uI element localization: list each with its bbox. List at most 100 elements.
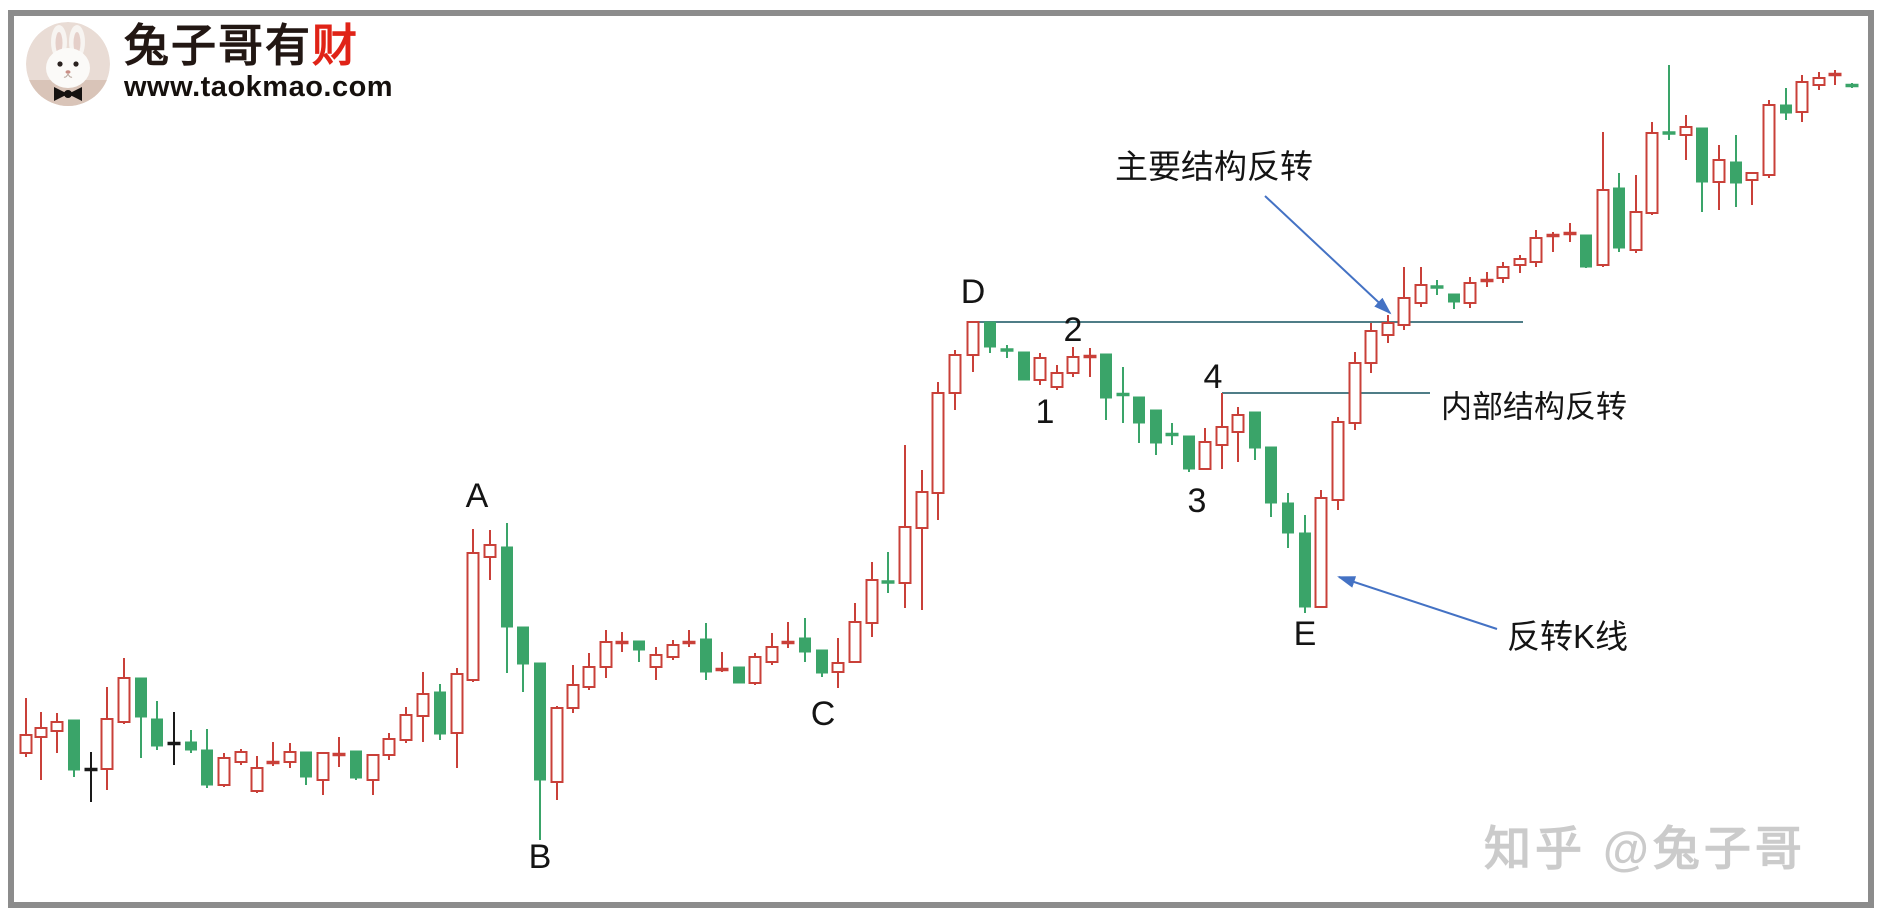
candle-body-bullish	[865, 579, 879, 624]
candle-body-bullish	[1381, 322, 1395, 336]
candle-body-bullish	[550, 707, 564, 783]
chart-marker-label: D	[961, 273, 986, 311]
candle-body-bullish	[34, 727, 48, 738]
candle-body-bullish	[748, 656, 762, 684]
candle-body-bearish	[68, 719, 80, 771]
chart-marker-label: 1	[1036, 393, 1055, 431]
candle-body-bullish	[50, 721, 64, 732]
logo-url: www.taokmao.com	[124, 71, 394, 104]
chart-marker-label: A	[466, 477, 489, 515]
chart-marker-label: B	[529, 838, 552, 876]
candle-body-bearish	[1100, 353, 1112, 399]
candle-body-bearish	[1265, 446, 1277, 504]
candle-body-bullish	[1513, 258, 1527, 266]
candle-body-bearish	[816, 649, 828, 674]
candle-body-bullish	[1463, 282, 1477, 304]
rabbit-avatar-image	[26, 22, 110, 106]
candle-body-bullish	[366, 754, 380, 781]
candle-body-bearish	[1249, 411, 1261, 449]
candle-body-bearish	[1613, 187, 1625, 249]
candle-body-bearish	[1150, 409, 1162, 444]
candle-body-bullish	[117, 677, 131, 723]
candle-body-bearish	[1018, 351, 1030, 381]
chart-marker-label: C	[811, 695, 836, 733]
chart-marker-label: 3	[1188, 482, 1207, 520]
candle-body-bearish	[135, 677, 147, 718]
candle-body-bullish	[649, 654, 663, 668]
candle-body-bearish	[185, 741, 197, 751]
candle-body-bearish	[1183, 435, 1195, 470]
candle-body-bullish	[1231, 414, 1245, 433]
candle-body-bearish	[300, 751, 312, 778]
candle-body-bearish	[1282, 502, 1294, 534]
candle-body-bullish	[966, 321, 980, 356]
candle-body-bullish	[1795, 81, 1809, 113]
candle-body-bullish	[316, 752, 330, 781]
candle-body-bullish	[19, 734, 33, 754]
candle-body-bullish	[1050, 372, 1064, 388]
candle-body-bearish	[984, 321, 996, 348]
candle-body-bearish	[1696, 127, 1708, 183]
candle-body-bullish	[566, 684, 580, 709]
candle-body-bearish	[501, 546, 513, 628]
candle-body-bullish	[1745, 172, 1759, 181]
candle-body-bullish	[1364, 330, 1378, 364]
candle-body-bullish	[1198, 441, 1212, 470]
candle-body-bullish	[283, 751, 297, 763]
candle-body-bullish	[1629, 211, 1643, 251]
candle-body-bearish	[534, 662, 546, 781]
candle-body-bearish	[1580, 234, 1592, 268]
candle-body-bearish	[1448, 293, 1460, 303]
candle-body-bullish	[1596, 189, 1610, 266]
candle-body-bullish	[765, 646, 779, 663]
chart-marker-label: 4	[1204, 358, 1223, 396]
structure-lines	[967, 321, 1523, 394]
candle-body-bullish	[483, 544, 497, 558]
candle-body-bullish	[1397, 297, 1411, 326]
candle-body-bearish	[517, 626, 529, 665]
logo-title: 兔子哥有财	[124, 22, 393, 69]
candle-body-bullish	[915, 491, 929, 529]
candle-body-bullish	[898, 526, 912, 584]
reversal-kline-arrow	[1337, 576, 1498, 630]
candle-body-bearish	[350, 750, 362, 779]
candle-body-bullish	[1066, 356, 1080, 374]
candle-body-bearish	[700, 638, 712, 673]
candle-body-bullish	[1215, 426, 1229, 446]
label-major-structure-reversal: 主要结构反转	[1115, 148, 1313, 185]
rabbit-avatar	[26, 22, 110, 106]
candle-body-bullish	[250, 767, 264, 792]
candle-body-bullish	[1496, 266, 1510, 279]
candle-body-bullish	[217, 757, 231, 786]
marker-labels: A B C D E 1 2 3 4	[466, 273, 1317, 876]
candle-body-bullish	[466, 552, 480, 681]
chart-marker-label: E	[1294, 615, 1317, 653]
candle-body-bullish	[1679, 126, 1693, 136]
label-reversal-kline: 反转K线	[1507, 618, 1629, 655]
candle-body-bullish	[234, 751, 248, 763]
candle-body-bullish	[599, 641, 613, 668]
candle-body-bearish	[733, 666, 745, 684]
candle-body-bullish	[399, 714, 413, 741]
candle-body-bullish	[931, 392, 945, 494]
candle-body-bullish	[416, 693, 430, 717]
candle-body-bearish	[633, 640, 645, 651]
candles	[19, 65, 1859, 840]
candle-body-bullish	[1645, 132, 1659, 214]
candle-body-bearish	[799, 637, 811, 653]
candle-body-bearish	[1299, 532, 1311, 608]
candle-body-bullish	[1812, 77, 1826, 86]
candle-body-bearish	[151, 718, 163, 747]
candle-body-bearish	[434, 691, 446, 735]
candle-body-bullish	[1331, 421, 1345, 501]
annotation-arrows	[1264, 195, 1498, 630]
candle-body-bullish	[582, 666, 596, 688]
zhihu-watermark: 知乎 @兔子哥	[1484, 822, 1806, 875]
candle-body-bullish	[1762, 104, 1776, 176]
candle-body-bullish	[1033, 357, 1047, 381]
candle-body-bearish	[1780, 104, 1792, 114]
candle-body-bullish	[1712, 159, 1726, 183]
candle-body-bullish	[848, 621, 862, 663]
